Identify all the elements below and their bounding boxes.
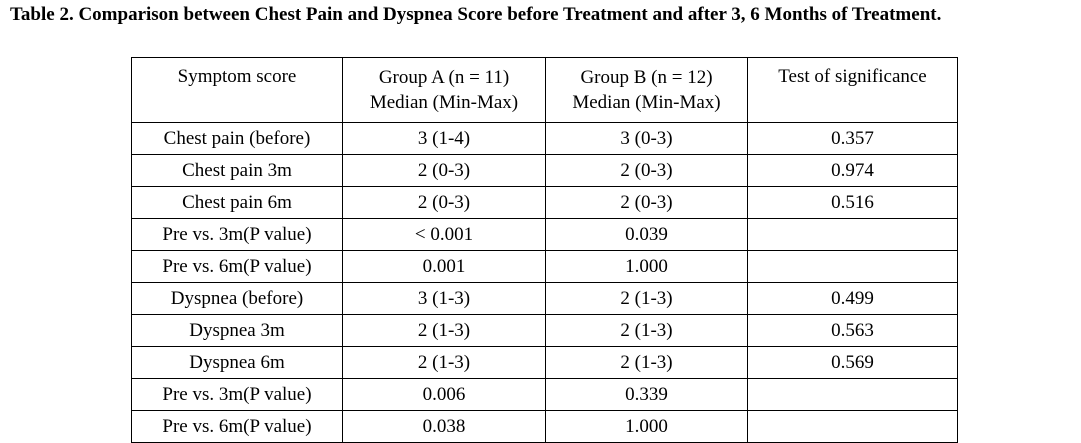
cell-group-b: 2 (0-3) (545, 186, 748, 219)
cell-significance: 0.357 (747, 122, 958, 155)
header-row: Symptom score Group A (n = 11) Median (M… (131, 57, 958, 123)
table-row: Dyspnea 6m 2 (1-3) 2 (1-3) 0.569 (131, 346, 958, 379)
cell-group-a: < 0.001 (342, 218, 546, 251)
header-significance: Test of significance (747, 57, 958, 123)
cell-significance (747, 410, 958, 443)
header-symptom-label: Symptom score (177, 66, 297, 87)
table-row: Dyspnea 3m 2 (1-3) 2 (1-3) 0.563 (131, 314, 958, 347)
cell-symptom: Pre vs. 6m(P value) (131, 250, 343, 283)
results-table: Symptom score Group A (n = 11) Median (M… (131, 57, 958, 443)
cell-group-a: 3 (1-4) (342, 122, 546, 155)
header-group-a: Group A (n = 11) Median (Min-Max) (342, 57, 546, 123)
cell-significance: 0.974 (747, 154, 958, 187)
table-row: Chest pain 3m 2 (0-3) 2 (0-3) 0.974 (131, 154, 958, 187)
header-group-a-subtitle: Median (Min-Max) (369, 92, 519, 113)
header-significance-label: Test of significance (778, 66, 927, 87)
cell-symptom: Pre vs. 3m(P value) (131, 378, 343, 411)
cell-symptom: Chest pain 3m (131, 154, 343, 187)
cell-significance: 0.569 (747, 346, 958, 379)
table-row: Chest pain (before) 3 (1-4) 3 (0-3) 0.35… (131, 122, 958, 155)
cell-group-b: 3 (0-3) (545, 122, 748, 155)
cell-symptom: Chest pain (before) (131, 122, 343, 155)
cell-group-b: 1.000 (545, 410, 748, 443)
cell-group-b: 2 (1-3) (545, 346, 748, 379)
cell-group-a: 0.038 (342, 410, 546, 443)
header-group-b: Group B (n = 12) Median (Min-Max) (545, 57, 748, 123)
cell-group-b: 0.339 (545, 378, 748, 411)
header-group-b-title: Group B (n = 12) (580, 67, 713, 88)
cell-group-a: 0.006 (342, 378, 546, 411)
cell-significance: 0.516 (747, 186, 958, 219)
table-row: Pre vs. 6m(P value) 0.038 1.000 (131, 410, 958, 443)
cell-group-b: 2 (1-3) (545, 282, 748, 315)
cell-symptom: Dyspnea 3m (131, 314, 343, 347)
header-group-a-title: Group A (n = 11) (378, 67, 510, 88)
cell-symptom: Dyspnea 6m (131, 346, 343, 379)
cell-significance: 0.563 (747, 314, 958, 347)
cell-significance (747, 250, 958, 283)
cell-significance: 0.499 (747, 282, 958, 315)
cell-group-b: 1.000 (545, 250, 748, 283)
cell-group-a: 2 (0-3) (342, 154, 546, 187)
table-row: Pre vs. 3m(P value) < 0.001 0.039 (131, 218, 958, 251)
table-row: Pre vs. 3m(P value) 0.006 0.339 (131, 378, 958, 411)
table-row: Dyspnea (before) 3 (1-3) 2 (1-3) 0.499 (131, 282, 958, 315)
cell-symptom: Pre vs. 6m(P value) (131, 410, 343, 443)
cell-group-b: 0.039 (545, 218, 748, 251)
cell-group-a: 2 (1-3) (342, 314, 546, 347)
cell-group-b: 2 (0-3) (545, 154, 748, 187)
cell-group-a: 2 (0-3) (342, 186, 546, 219)
cell-symptom: Pre vs. 3m(P value) (131, 218, 343, 251)
table-row: Chest pain 6m 2 (0-3) 2 (0-3) 0.516 (131, 186, 958, 219)
cell-symptom: Chest pain 6m (131, 186, 343, 219)
cell-group-a: 2 (1-3) (342, 346, 546, 379)
cell-group-a: 0.001 (342, 250, 546, 283)
table-row: Pre vs. 6m(P value) 0.001 1.000 (131, 250, 958, 283)
header-group-b-subtitle: Median (Min-Max) (572, 92, 721, 113)
table-caption: Table 2. Comparison between Chest Pain a… (10, 4, 942, 25)
cell-significance (747, 378, 958, 411)
cell-group-a: 3 (1-3) (342, 282, 546, 315)
cell-symptom: Dyspnea (before) (131, 282, 343, 315)
header-symptom-score: Symptom score (131, 57, 343, 123)
cell-group-b: 2 (1-3) (545, 314, 748, 347)
cell-significance (747, 218, 958, 251)
